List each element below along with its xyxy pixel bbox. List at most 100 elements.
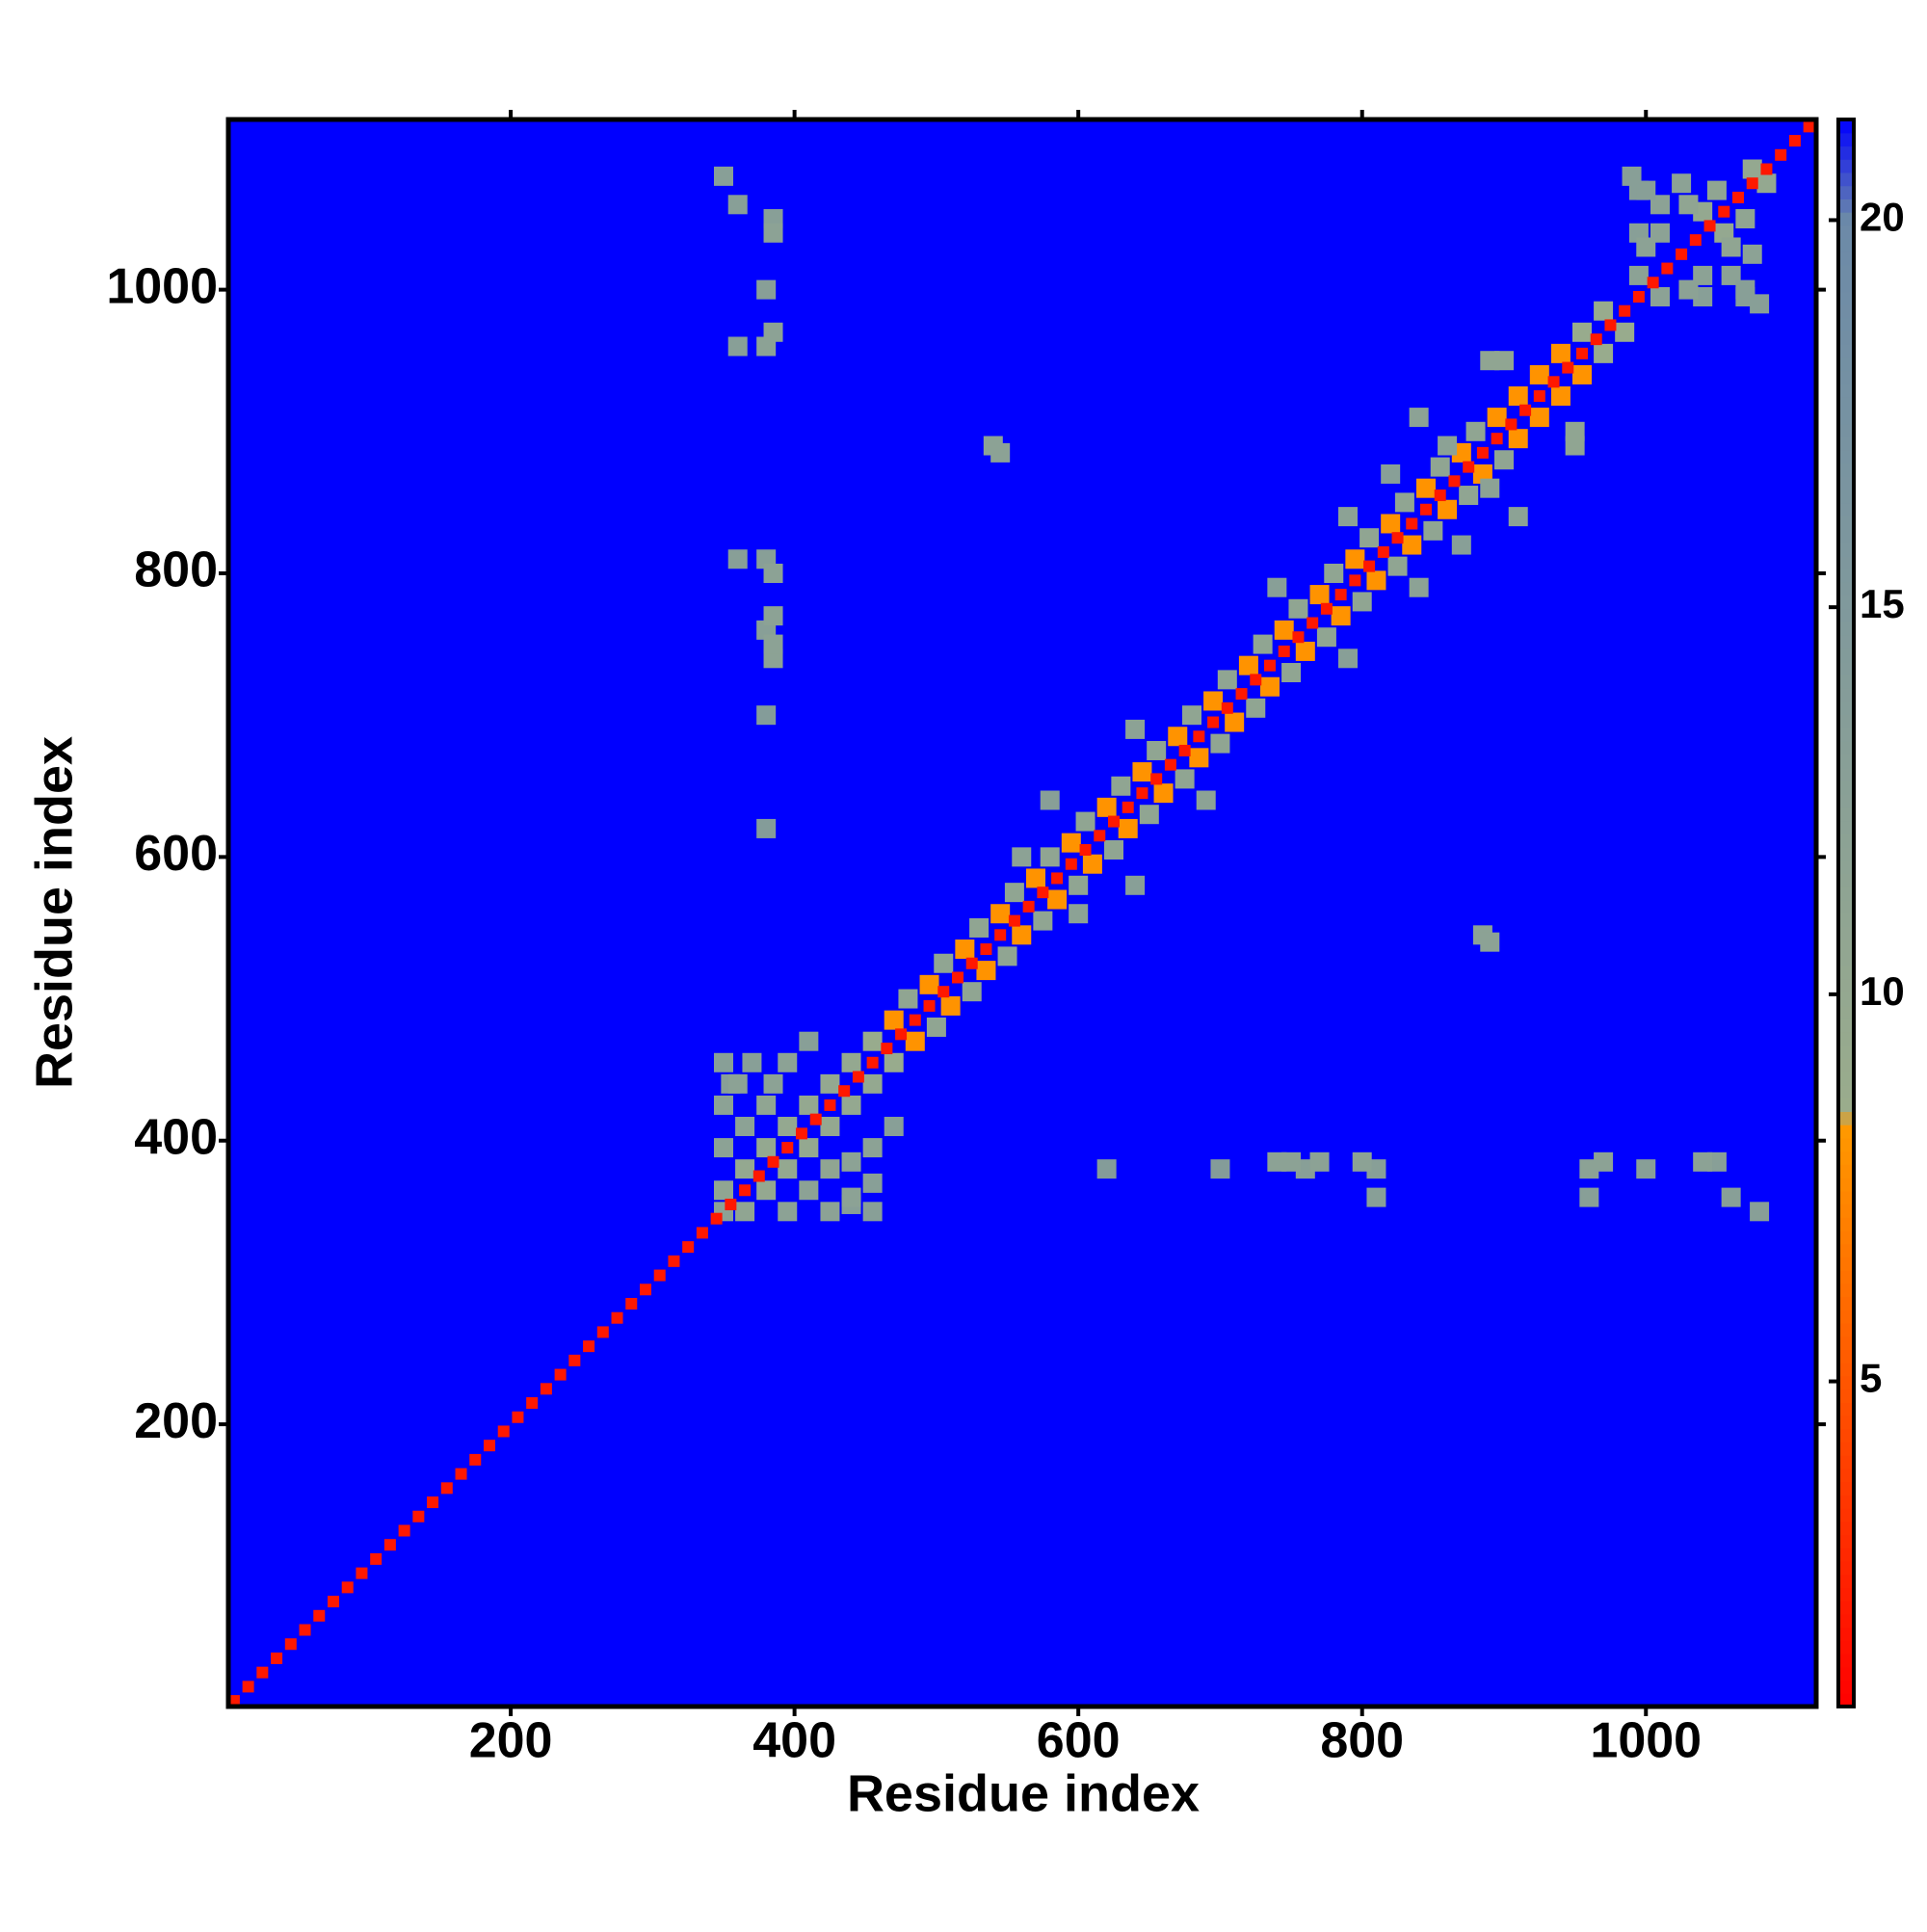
heatmap-cell [1742, 244, 1762, 264]
colorbar-segment [1838, 979, 1854, 993]
heatmap-cell [1359, 528, 1380, 548]
colorbar-segment [1838, 1574, 1854, 1589]
colorbar-segment [1838, 1548, 1854, 1562]
colorbar-segment [1838, 1072, 1854, 1086]
heatmap-cell [1221, 701, 1233, 714]
heatmap-cell [980, 943, 992, 956]
heatmap-cell [1529, 364, 1549, 384]
colorbar-segment [1838, 648, 1854, 663]
heatmap-cell [483, 1440, 495, 1452]
colorbar-segment [1838, 1270, 1854, 1284]
heatmap-cell [852, 1071, 864, 1083]
heatmap-cell [1402, 535, 1422, 555]
heatmap-cell [862, 1138, 883, 1158]
heatmap-cell [583, 1340, 595, 1353]
colorbar-segment [1838, 661, 1854, 676]
heatmap-cell [1505, 418, 1518, 431]
heatmap-cell [884, 1117, 904, 1137]
heatmap-cell [1406, 517, 1418, 530]
colorbar-segment [1838, 1032, 1854, 1046]
heatmap-cell [969, 917, 990, 938]
heatmap-cell [1193, 730, 1205, 743]
heatmap-cell [799, 1180, 819, 1201]
colorbar-segment [1838, 384, 1854, 398]
heatmap-cell [1508, 386, 1528, 407]
heatmap-cell [994, 929, 1007, 941]
colorbar-segment [1838, 793, 1854, 808]
heatmap-cell [1288, 598, 1308, 619]
heatmap-cell [1604, 319, 1617, 331]
colorbar-segment [1838, 1190, 1854, 1205]
colorbar-segment [1838, 807, 1854, 822]
heatmap-cell [1550, 386, 1571, 407]
heatmap-cell [909, 1014, 921, 1026]
colorbar-segment [1838, 1296, 1854, 1310]
heatmap-cell [1079, 844, 1092, 857]
colorbar-segment [1838, 198, 1854, 213]
heatmap-cell [1415, 478, 1436, 498]
heatmap-cell [756, 279, 777, 300]
colorbar-segment [1838, 119, 1854, 134]
heatmap-cell [1047, 889, 1068, 910]
heatmap-cell [1094, 830, 1106, 842]
heatmap-cell [1750, 1202, 1770, 1222]
heatmap-cell [1181, 705, 1201, 726]
colorbar-segment [1838, 1561, 1854, 1575]
heatmap-cell [469, 1453, 482, 1466]
heatmap-cell [1381, 514, 1401, 534]
colorbar-segment [1838, 291, 1854, 305]
colorbar-segment [1838, 1125, 1854, 1139]
heatmap-cell [1147, 740, 1167, 760]
heatmap-cell [1565, 436, 1585, 456]
heatmap-cell [820, 1202, 840, 1222]
colorbar-segment [1838, 225, 1854, 240]
heatmap-cell [1267, 577, 1287, 597]
heatmap-cell [1562, 361, 1574, 374]
heatmap-cell [1082, 854, 1102, 874]
y-tick-label: 800 [134, 543, 218, 598]
colorbar-segment [1838, 516, 1854, 531]
colorbar-segment [1838, 754, 1854, 769]
colorbar-segment [1838, 1257, 1854, 1271]
colorbar-segment [1838, 1111, 1854, 1125]
colorbar-segment [1838, 781, 1854, 795]
heatmap-cell [1178, 744, 1191, 756]
heatmap-cell [228, 1695, 240, 1707]
heatmap-cell [327, 1596, 339, 1608]
heatmap-cell [1706, 180, 1727, 200]
heatmap-cell [1689, 234, 1702, 247]
heatmap-cell [1590, 333, 1602, 346]
colorbar-segment [1838, 423, 1854, 437]
colorbar-segment [1838, 1587, 1854, 1601]
colorbar-segment [1838, 1084, 1854, 1099]
heatmap-cell [299, 1624, 311, 1636]
heatmap-cell [1309, 1151, 1330, 1172]
heatmap-cell [951, 971, 964, 984]
heatmap-cell [1381, 463, 1401, 484]
heatmap-cell [696, 1227, 708, 1239]
heatmap-cell [756, 1138, 777, 1158]
heatmap-cell [1693, 1151, 1713, 1172]
colorbar-segment [1838, 1098, 1854, 1112]
heatmap-cell [1632, 290, 1645, 303]
heatmap-cell [862, 1173, 883, 1193]
heatmap-cell [1037, 887, 1049, 899]
colorbar-segment [1838, 1375, 1854, 1390]
heatmap-cell [1316, 627, 1336, 648]
colorbar-segment [1838, 1230, 1854, 1245]
heatmap-cell [1508, 507, 1528, 527]
colorbar-segment [1838, 1283, 1854, 1298]
heatmap-cell [1107, 815, 1120, 828]
colorbar-segment [1838, 1468, 1854, 1483]
heatmap-cell [713, 1095, 733, 1115]
heatmap-cell [1756, 173, 1777, 194]
colorbar-segment [1838, 913, 1854, 927]
y-tick-label: 1000 [106, 258, 218, 314]
heatmap-cell [1721, 237, 1741, 257]
heatmap-cell [1164, 758, 1176, 771]
heatmap-cell [955, 940, 975, 960]
heatmap-cell [1125, 875, 1146, 895]
heatmap-cell [1579, 1187, 1599, 1207]
colorbar-segment [1838, 450, 1854, 464]
colorbar-tick-label: 5 [1860, 1356, 1882, 1401]
